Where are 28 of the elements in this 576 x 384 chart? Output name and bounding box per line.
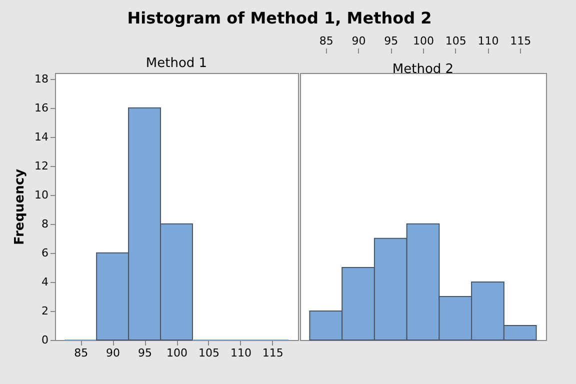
x-tick-label: 105: [198, 346, 220, 360]
x-tick-label: 105: [445, 34, 466, 48]
chart-title: Histogram of Method 1, Method 2: [127, 8, 432, 28]
x-tick-label: 90: [106, 346, 120, 360]
y-tick-label: 2: [42, 304, 48, 318]
y-tick-label: 12: [34, 159, 48, 172]
x-tick-label: 90: [352, 34, 366, 48]
y-tick-label: 14: [34, 130, 48, 144]
x-tick-label: 115: [262, 346, 284, 360]
x-tick-label: 100: [413, 34, 434, 48]
y-axis-title: Frequency: [12, 168, 28, 246]
y-tick-label: 8: [42, 217, 48, 230]
y-tick-label: 0: [42, 334, 48, 346]
y-tick-label: 4: [42, 275, 48, 288]
x-tick-label: 115: [510, 34, 532, 48]
x-tick-label: 110: [478, 34, 499, 48]
x-tick-label: 85: [74, 346, 88, 360]
x-tick-label: 95: [384, 34, 398, 48]
y-tick-label: 6: [42, 246, 48, 260]
y-tick-label: 18: [34, 72, 48, 86]
y-tick-label: 10: [34, 188, 48, 202]
x-tick-label: 95: [138, 346, 152, 360]
x-tick-label: 110: [230, 346, 252, 360]
chart-subtitle: Method 2: [392, 62, 454, 77]
x-tick-label: 100: [166, 346, 188, 360]
y-tick-label: 16: [34, 101, 48, 114]
x-tick-label: 85: [319, 34, 334, 48]
chart-subtitle: Method 1: [146, 56, 208, 71]
